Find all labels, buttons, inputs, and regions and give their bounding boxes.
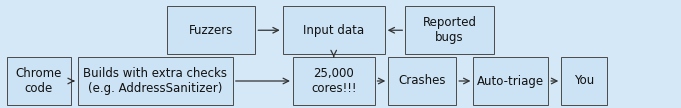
Text: Reported
bugs: Reported bugs xyxy=(422,16,477,44)
FancyBboxPatch shape xyxy=(293,57,375,105)
FancyBboxPatch shape xyxy=(78,57,233,105)
FancyBboxPatch shape xyxy=(561,57,607,105)
FancyBboxPatch shape xyxy=(473,57,548,105)
Text: Fuzzers: Fuzzers xyxy=(189,24,234,37)
FancyBboxPatch shape xyxy=(283,6,385,54)
FancyBboxPatch shape xyxy=(405,6,494,54)
Text: You: You xyxy=(574,75,595,87)
FancyBboxPatch shape xyxy=(7,57,71,105)
Text: 25,000
cores!!!: 25,000 cores!!! xyxy=(311,67,356,95)
FancyBboxPatch shape xyxy=(167,6,255,54)
Text: Input data: Input data xyxy=(303,24,364,37)
Text: Auto-triage: Auto-triage xyxy=(477,75,544,87)
Text: Builds with extra checks
(e.g. AddressSanitizer): Builds with extra checks (e.g. AddressSa… xyxy=(83,67,227,95)
Text: Chrome
code: Chrome code xyxy=(16,67,62,95)
Text: Crashes: Crashes xyxy=(398,75,446,87)
FancyBboxPatch shape xyxy=(388,57,456,105)
